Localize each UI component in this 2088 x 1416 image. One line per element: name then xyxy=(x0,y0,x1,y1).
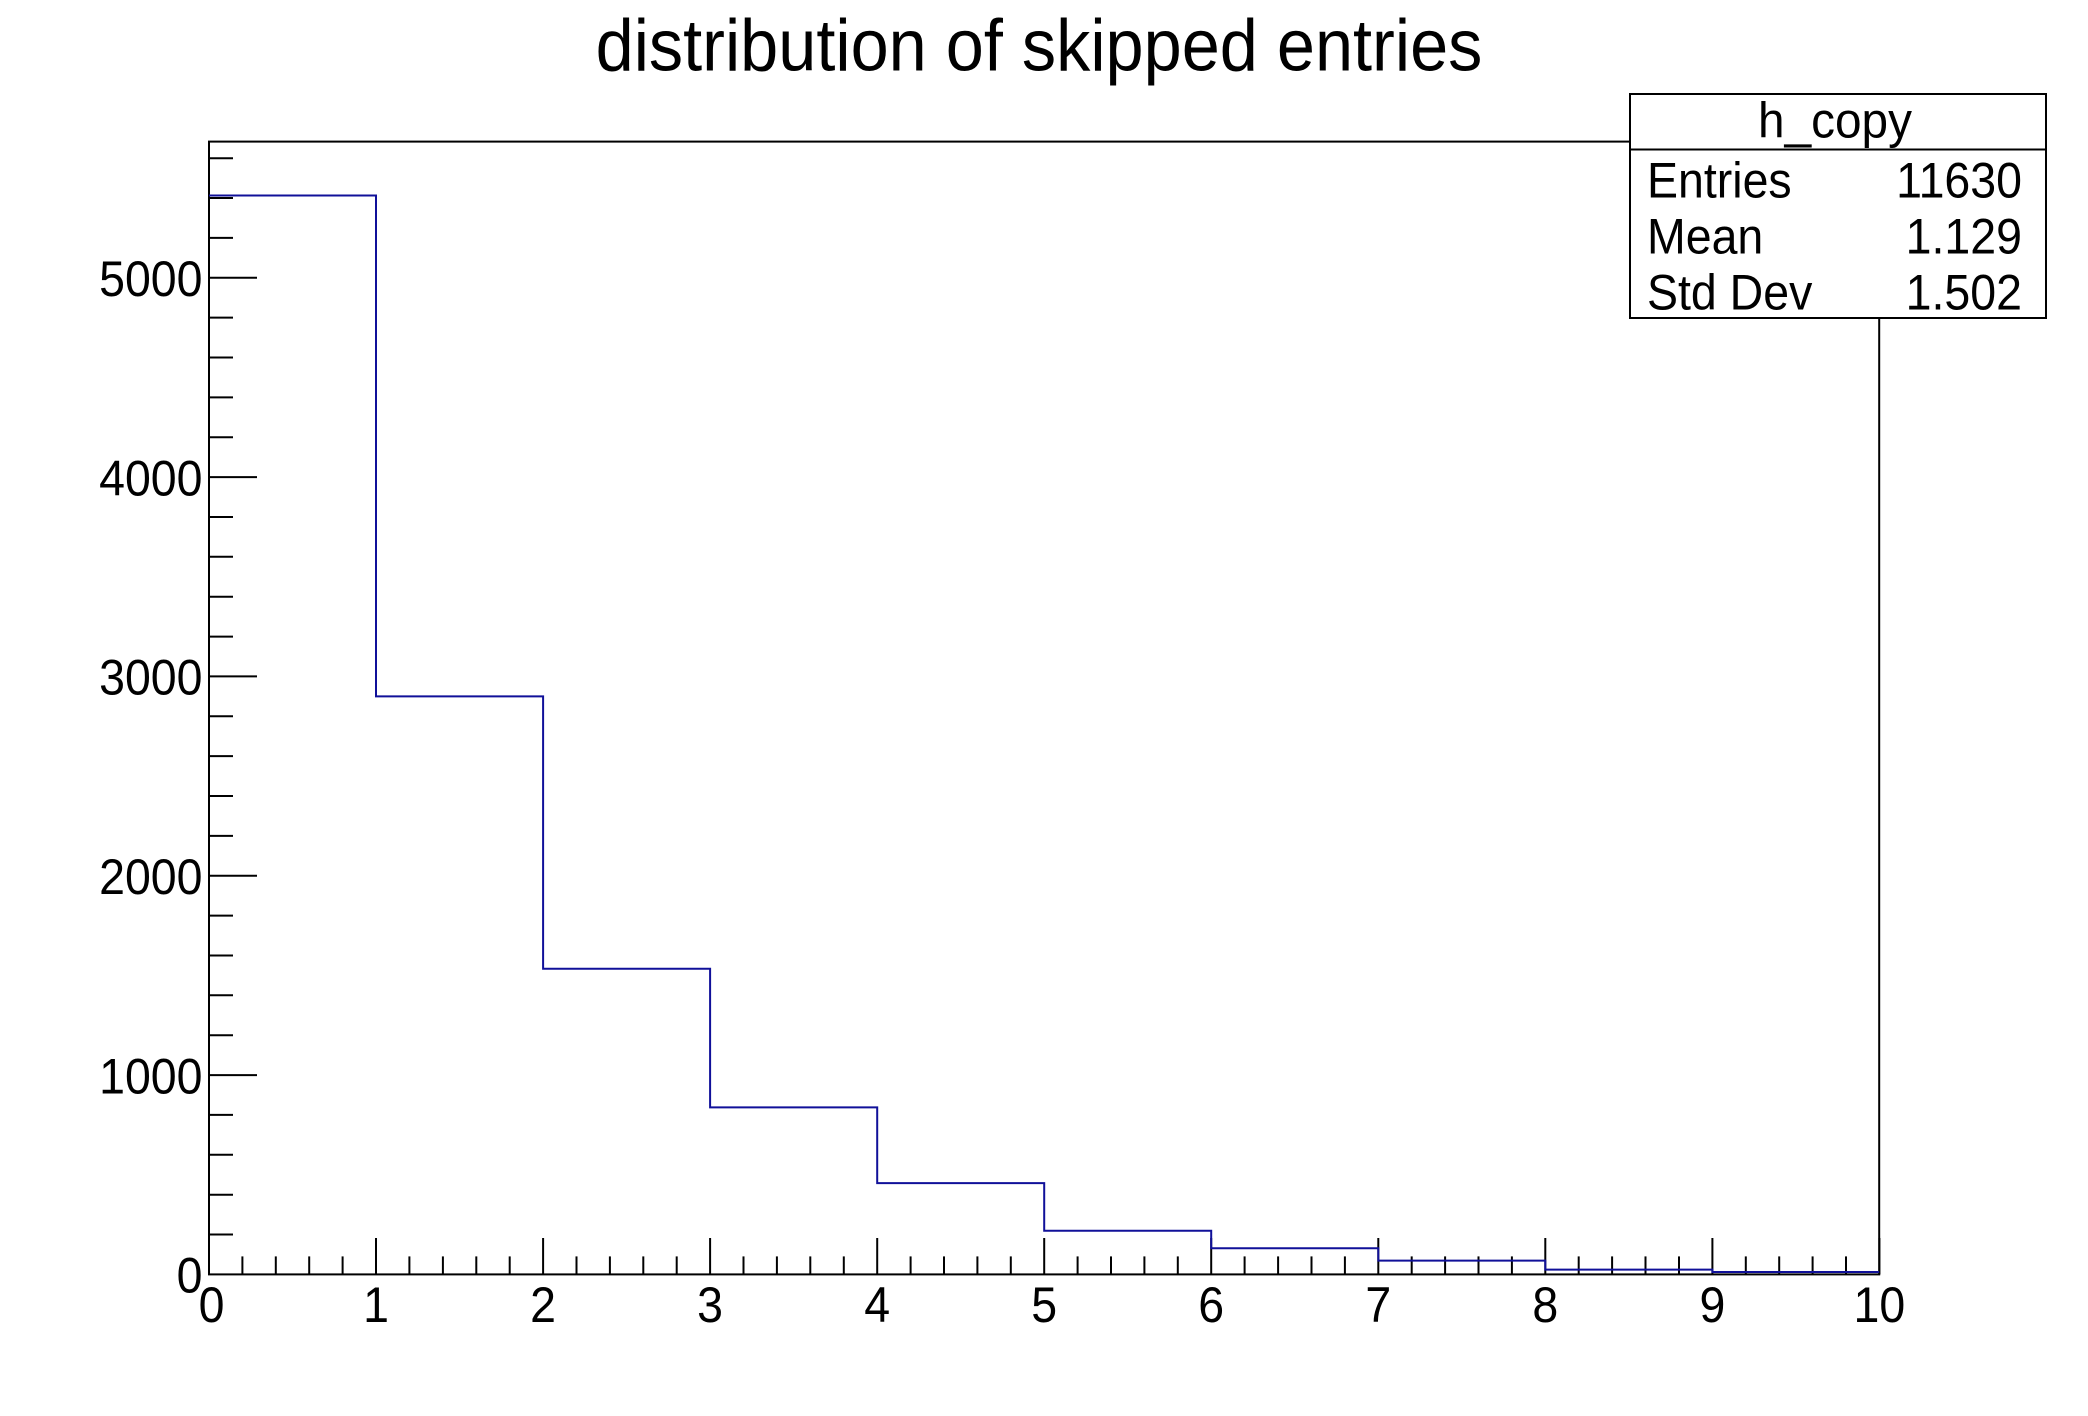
svg-text:0: 0 xyxy=(177,1248,203,1304)
svg-text:8: 8 xyxy=(1532,1277,1558,1333)
svg-text:Entries: Entries xyxy=(1647,153,1792,209)
svg-text:0: 0 xyxy=(199,1277,225,1333)
svg-text:Std Dev: Std Dev xyxy=(1647,265,1812,321)
svg-text:2000: 2000 xyxy=(99,849,202,905)
svg-text:11630: 11630 xyxy=(1896,153,2022,209)
svg-text:6: 6 xyxy=(1198,1277,1224,1333)
svg-text:1000: 1000 xyxy=(99,1049,202,1105)
svg-text:4: 4 xyxy=(864,1277,890,1333)
svg-text:7: 7 xyxy=(1365,1277,1391,1333)
svg-text:1.129: 1.129 xyxy=(1906,209,2022,265)
svg-text:10: 10 xyxy=(1854,1277,1906,1333)
svg-text:4000: 4000 xyxy=(99,451,202,507)
svg-text:Mean: Mean xyxy=(1647,209,1763,265)
svg-text:9: 9 xyxy=(1699,1277,1725,1333)
svg-text:5: 5 xyxy=(1031,1277,1057,1333)
svg-text:5000: 5000 xyxy=(99,251,202,307)
svg-text:3000: 3000 xyxy=(99,650,202,706)
svg-text:h_copy: h_copy xyxy=(1758,94,1912,149)
svg-text:2: 2 xyxy=(530,1277,556,1333)
svg-text:3: 3 xyxy=(697,1277,723,1333)
svg-text:1: 1 xyxy=(363,1277,389,1333)
svg-text:distribution of skipped entrie: distribution of skipped entries xyxy=(596,4,1483,85)
svg-text:1.502: 1.502 xyxy=(1906,265,2022,321)
